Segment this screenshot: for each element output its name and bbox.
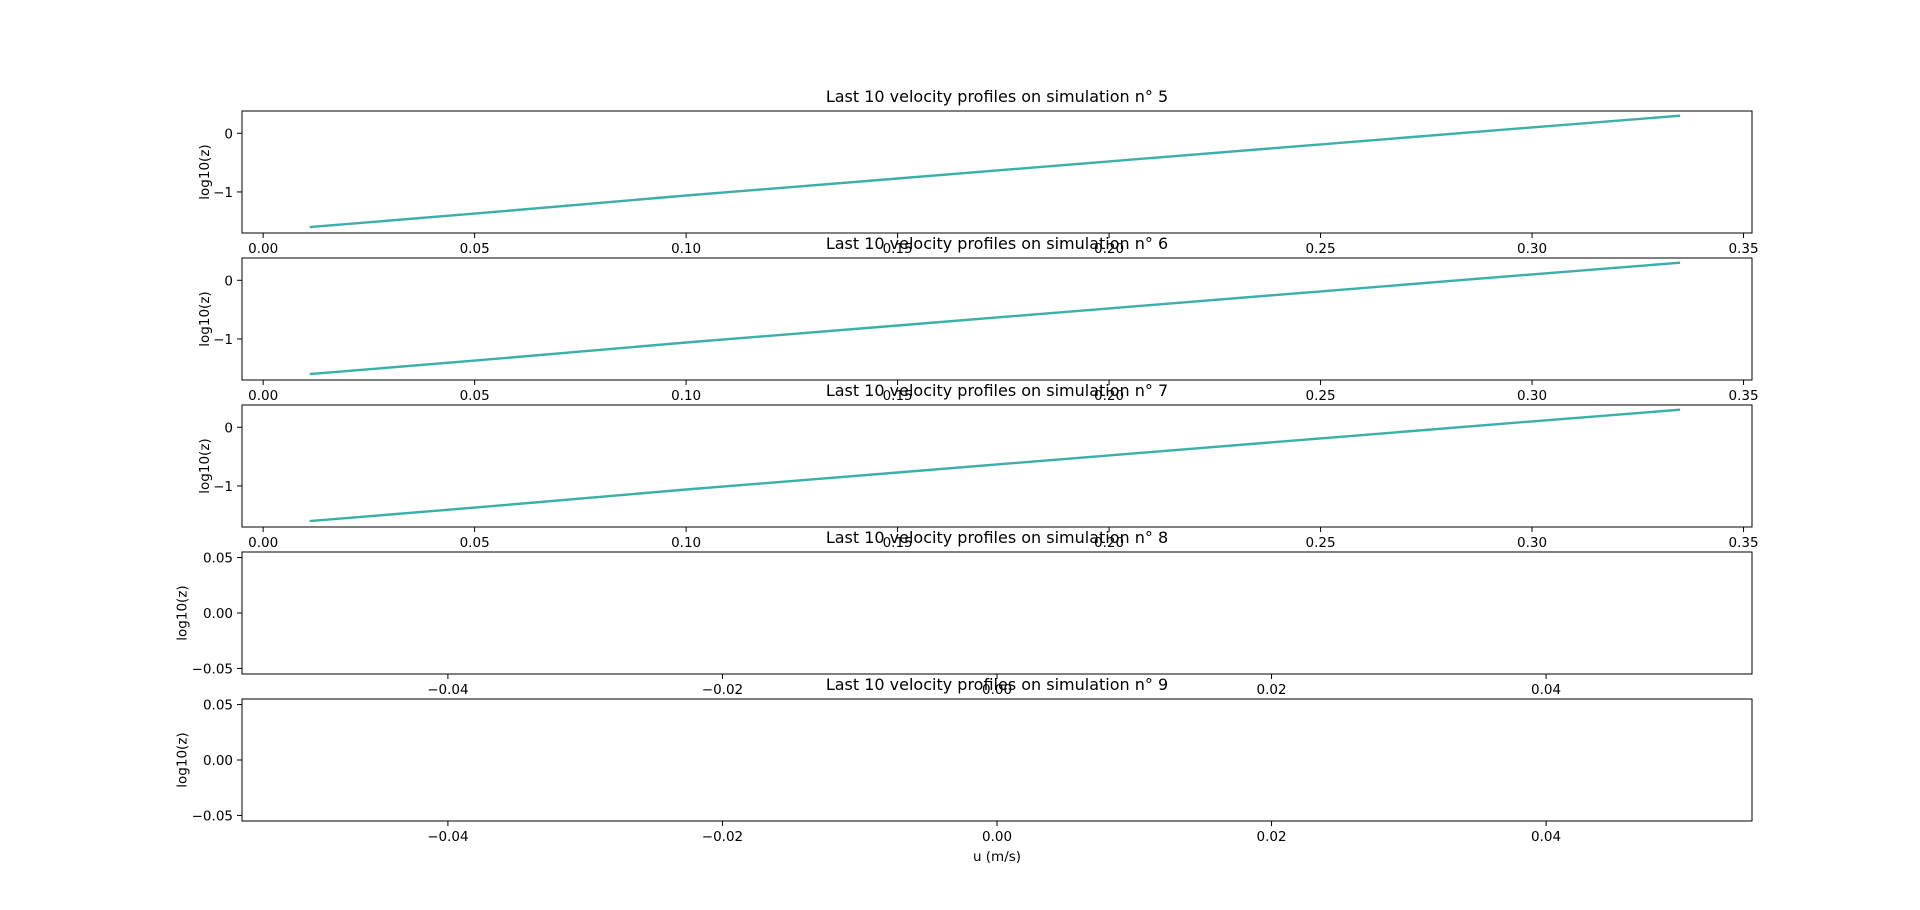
subplot-title: Last 10 velocity profiles on simulation … [826,234,1168,253]
x-tick-label: 0.05 [460,535,490,551]
x-tick-label: 0.30 [1517,388,1547,404]
x-tick-label: 0.05 [460,388,490,404]
y-tick-label: 0.00 [203,753,233,769]
axes-frame [241,257,1753,381]
x-tick-label: 0.02 [1257,829,1287,845]
y-axis-label: log10(z) [175,732,191,787]
y-tick-label: −0.05 [192,808,233,824]
x-tick-label: 0.04 [1531,829,1561,845]
x-tick-label: 0.35 [1729,388,1759,404]
subplot-4: −0.04 −0.02 0.00 0.02 0.04 0.05 0.00 −0.05 log10… [175,528,1753,698]
x-tick-label: 0.00 [248,241,278,257]
y-tick-label: 0 [224,420,233,436]
x-tick-label: 0.30 [1517,241,1547,257]
series-line [309,408,1681,523]
x-tick-label: 0.25 [1306,388,1336,404]
y-tick-label: −1 [213,185,233,201]
x-tick-label: −0.02 [702,682,743,698]
x-tick-label: 0.00 [982,829,1012,845]
x-tick-label: 0.35 [1729,535,1759,551]
x-tick-label: 0.15 [883,241,913,257]
y-axis-label: log10(z) [197,291,213,346]
x-tick-label: 0.30 [1517,535,1547,551]
x-tick-label: 0.05 [460,241,490,257]
x-tick-label: 0.15 [883,535,913,551]
x-tick-label: 0.00 [982,682,1012,698]
x-axis-label: u (m/s) [973,849,1021,865]
subplot-title: Last 10 velocity profiles on simulation … [826,87,1168,106]
x-tick-label: 0.20 [1094,241,1124,257]
axes-frame [241,551,1753,675]
series-line [309,114,1681,229]
subplot-3: 0.00 0.05 0.10 0.15 0.20 0.25 0.30 0.35 0 −1log10… [197,381,1759,551]
axes-frame [241,404,1753,528]
y-tick-label: 0.00 [203,606,233,622]
y-tick-label: 0.05 [203,551,233,567]
x-tick-label: 0.25 [1306,535,1336,551]
y-tick-label: −1 [213,332,233,348]
y-axis-label: log10(z) [175,585,191,640]
x-tick-label: 0.25 [1306,241,1336,257]
y-tick-label: 0 [224,273,233,289]
x-tick-label: 0.10 [671,388,701,404]
series-line [309,261,1681,376]
y-axis-label: log10(z) [197,438,213,493]
subplot-5: −0.04 −0.02 0.00 0.02 0.04 0.05 0.00 −0.05 log10… [175,675,1753,865]
y-tick-label: −0.05 [192,661,233,677]
subplot-title: Last 10 velocity profiles on simulation … [826,528,1168,547]
y-axis-label: log10(z) [197,144,213,199]
x-tick-label: 0.02 [1257,682,1287,698]
y-tick-label: 0 [224,126,233,142]
y-tick-label: 0.05 [203,698,233,714]
subplot-title: Last 10 velocity profiles on simulation … [826,675,1168,694]
subplot-2: 0.00 0.05 0.10 0.15 0.20 0.25 0.30 0.35 0 −1log10… [197,234,1759,404]
y-tick-label: −1 [213,479,233,495]
x-tick-label: −0.02 [702,829,743,845]
x-tick-label: −0.04 [427,829,468,845]
x-tick-label: 0.00 [248,535,278,551]
subplot-title: Last 10 velocity profiles on simulation … [826,381,1168,400]
x-tick-label: 0.15 [883,388,913,404]
x-tick-label: 0.04 [1531,682,1561,698]
x-tick-label: 0.20 [1094,388,1124,404]
x-tick-label: 0.20 [1094,535,1124,551]
x-tick-label: 0.10 [671,241,701,257]
x-tick-label: −0.04 [427,682,468,698]
subplot-1: 0.00 0.05 0.10 0.15 0.20 0.25 0.30 0.35 0 −1log10… [197,87,1759,257]
x-tick-label: 0.10 [671,535,701,551]
x-tick-label: 0.00 [248,388,278,404]
x-tick-label: 0.35 [1729,241,1759,257]
axes-frame [241,110,1753,234]
axes-frame [241,698,1753,822]
